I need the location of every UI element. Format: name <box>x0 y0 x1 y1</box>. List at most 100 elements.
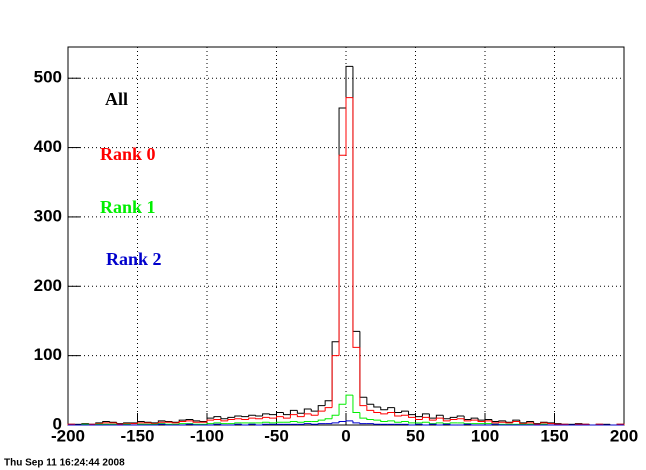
histogram-bin <box>449 418 458 421</box>
histogram-bin <box>213 418 221 421</box>
histogram-bin <box>421 421 430 423</box>
x-tick-label: 0 <box>341 426 350 445</box>
histogram-bin <box>394 412 402 417</box>
histogram-bin <box>526 422 534 424</box>
histogram-bin <box>477 420 485 423</box>
x-tick-label: 200 <box>610 426 638 445</box>
histogram-bin <box>470 424 479 426</box>
histogram-bin <box>421 413 430 417</box>
histogram-bin <box>213 416 221 419</box>
y-tick-label: 100 <box>34 345 62 364</box>
histogram-bin <box>227 418 235 421</box>
histogram-bin <box>324 400 333 406</box>
histogram-bin <box>373 423 381 425</box>
histogram-bin <box>241 415 249 418</box>
legend-entry: Rank 2 <box>106 249 162 269</box>
histogram-bin <box>255 418 263 420</box>
histogram-bin <box>401 421 409 423</box>
histogram-bin <box>380 412 388 415</box>
histogram-bin <box>366 397 374 405</box>
histogram-bin <box>241 418 249 420</box>
histogram-bin <box>352 97 360 348</box>
histogram-bin <box>435 422 444 424</box>
histogram-bin <box>470 417 479 420</box>
histogram-bin <box>359 412 367 419</box>
legend-entry: Rank 0 <box>100 144 156 164</box>
histogram-bin <box>227 416 235 419</box>
histogram-bin <box>435 414 444 419</box>
histogram-bin <box>408 421 416 424</box>
histogram-bin <box>234 422 242 424</box>
histogram-bin <box>352 395 360 414</box>
histogram-bin <box>387 412 395 414</box>
histogram-bin <box>262 423 270 425</box>
histogram-bin <box>408 424 416 426</box>
histogram-bin <box>449 416 458 419</box>
histogram-bin <box>421 424 430 426</box>
histogram-bin <box>185 420 194 422</box>
histogram-bin <box>387 420 395 422</box>
histogram-bin <box>463 422 472 425</box>
histogram-bin <box>463 418 472 422</box>
legend-entry: All <box>105 89 128 109</box>
histogram-bin <box>220 419 228 422</box>
x-tick-label: -150 <box>120 426 154 445</box>
histogram-bin <box>366 405 374 411</box>
histogram-bin <box>331 422 340 424</box>
histogram-bin <box>192 424 201 426</box>
x-tick-label: -100 <box>190 426 224 445</box>
timestamp: Thu Sep 11 16:24:44 2008 <box>4 458 125 469</box>
histogram-bin <box>255 415 263 417</box>
histogram-bin <box>435 424 444 426</box>
histogram-bin <box>498 421 506 423</box>
histogram-bin <box>352 420 360 424</box>
histogram-bin <box>178 423 187 425</box>
histogram-bin <box>345 65 353 109</box>
histogram-bin <box>331 355 340 408</box>
histogram-bin <box>338 154 346 356</box>
histogram-bin <box>428 422 437 425</box>
histogram-bin <box>178 421 187 423</box>
histogram-bin <box>345 420 353 422</box>
histogram-bin <box>248 423 256 425</box>
histogram-bin <box>310 413 319 416</box>
histogram-bin <box>255 424 263 426</box>
histogram-bin <box>303 423 312 425</box>
histogram-bin <box>387 407 395 410</box>
y-tick-label: 0 <box>53 414 62 433</box>
histogram-bin <box>435 417 444 421</box>
plot-frame <box>67 46 625 426</box>
histogram-bin <box>213 423 221 425</box>
histogram-bin <box>401 414 409 416</box>
x-tick-label: 150 <box>540 426 568 445</box>
histogram-bin <box>428 417 437 421</box>
histogram-bin <box>296 421 305 423</box>
histogram-bin <box>317 419 326 422</box>
histogram-bin <box>415 414 423 418</box>
histogram-bin <box>554 423 562 425</box>
histogram-bin <box>248 414 256 417</box>
histogram-bin <box>241 424 249 426</box>
histogram-bin <box>185 418 194 421</box>
y-tick-label: 200 <box>34 276 62 295</box>
histogram-bin <box>206 423 214 425</box>
x-tick-label: -50 <box>264 426 289 445</box>
histogram-bin <box>192 420 201 423</box>
histogram-bin <box>289 409 298 415</box>
histogram-bin <box>150 422 159 425</box>
histogram-bin <box>463 423 472 425</box>
histogram-bin <box>449 422 458 424</box>
histogram-bin <box>338 421 346 423</box>
histogram-bin <box>317 405 326 412</box>
legend-entry: Rank 1 <box>100 197 156 217</box>
histogram-bin <box>338 403 346 416</box>
histogram-bin <box>505 422 513 424</box>
histogram-bin <box>276 421 284 423</box>
histogram-bin <box>373 410 381 414</box>
histogram-bin <box>303 408 312 414</box>
histogram-bin <box>442 418 451 422</box>
histogram-bin <box>248 417 256 420</box>
histogram-bin <box>137 422 145 424</box>
